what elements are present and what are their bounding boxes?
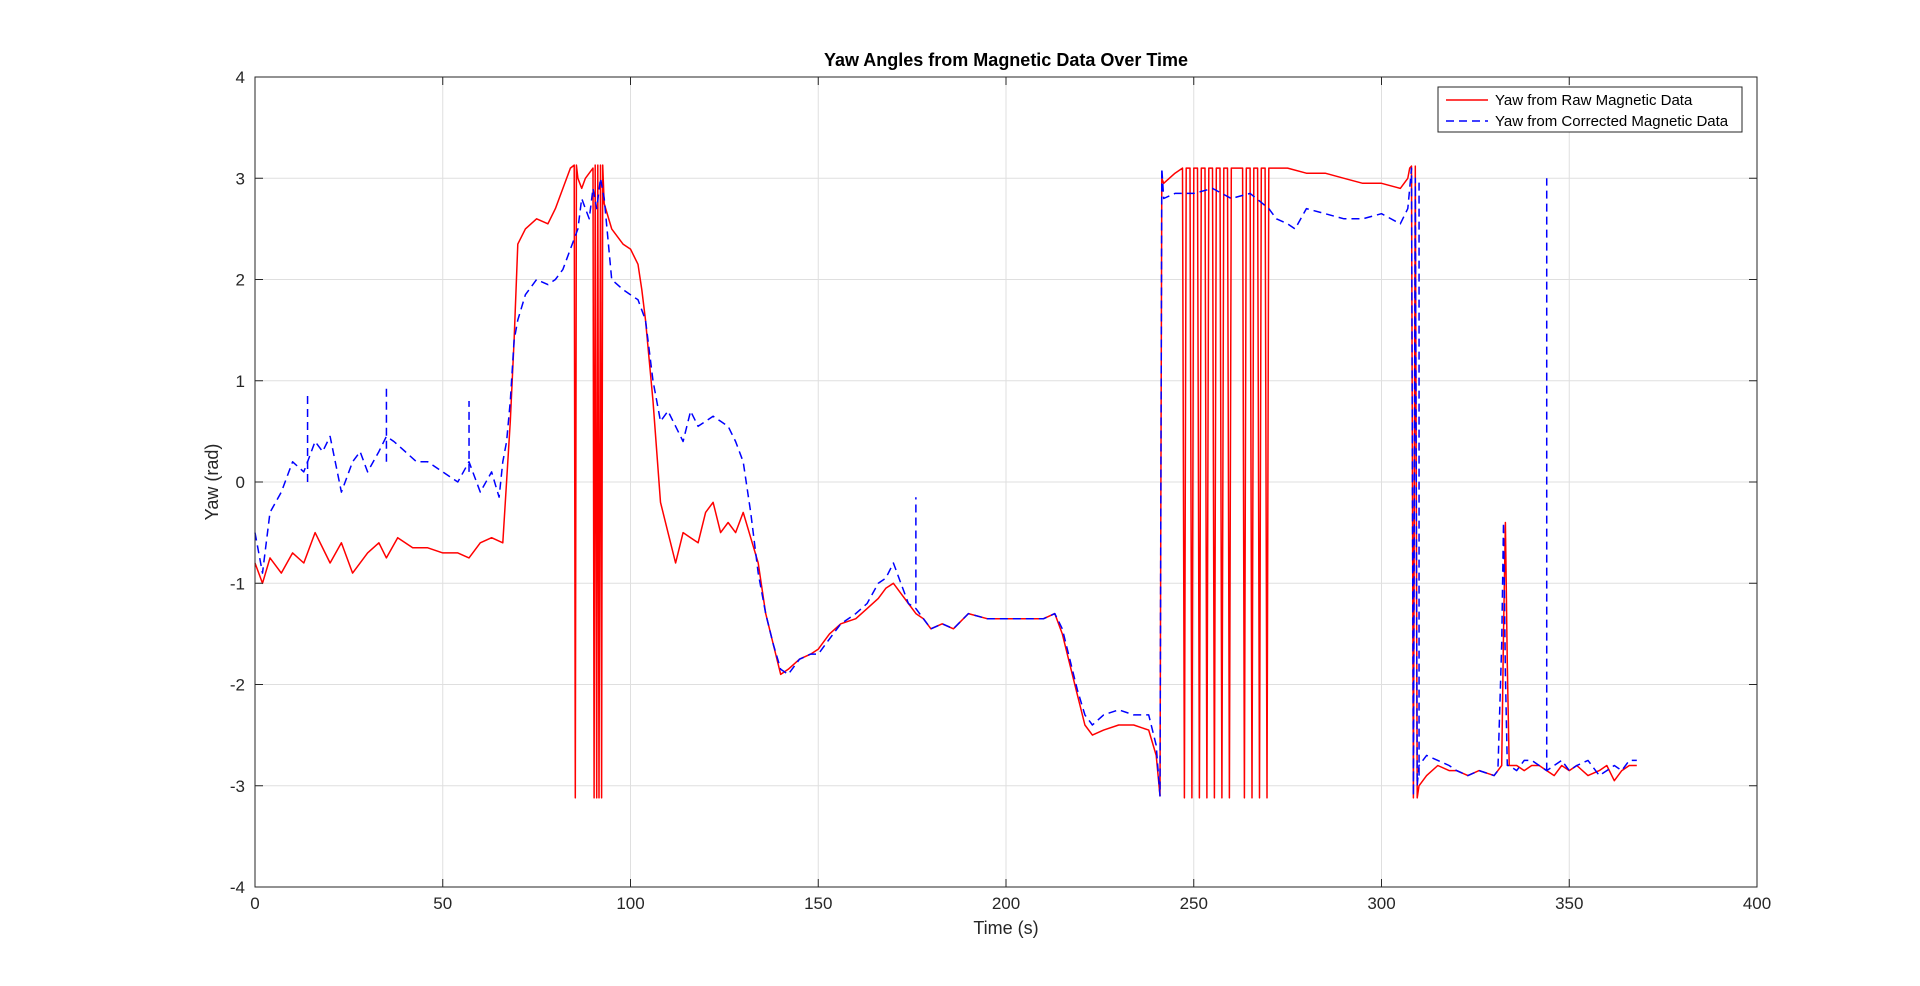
x-tick-label: 100 bbox=[616, 894, 644, 913]
series-corrected-magnetic-line bbox=[254, 167, 1637, 797]
x-tick-label: 300 bbox=[1367, 894, 1395, 913]
x-tick-label: 400 bbox=[1743, 894, 1771, 913]
y-tick-label: 1 bbox=[236, 372, 245, 391]
plot-area: 0 50 100 150 200 250 300 350 400 -4 -3 -2 -1 0 1 2 3 4 bbox=[230, 68, 1771, 913]
x-tick-label: 50 bbox=[433, 894, 452, 913]
legend-label-raw: Yaw from Raw Magnetic Data bbox=[1495, 92, 1693, 109]
y-tick-label: -4 bbox=[230, 878, 245, 897]
y-tick-label: -3 bbox=[230, 777, 245, 796]
x-tick-label: 250 bbox=[1180, 894, 1208, 913]
legend-box bbox=[1437, 86, 1743, 133]
y-tick-label: -2 bbox=[230, 676, 245, 695]
series-layer bbox=[254, 164, 1637, 799]
y-tick-label: 3 bbox=[236, 169, 245, 188]
ticks: 0 50 100 150 200 250 300 350 400 -4 -3 -2 -1 0 1 2 3 4 bbox=[230, 68, 1771, 913]
x-tick-label: 350 bbox=[1555, 894, 1583, 913]
y-tick-label: 2 bbox=[236, 271, 245, 290]
legend: Yaw from Raw Magnetic Data Yaw from Corr… bbox=[1437, 86, 1743, 133]
chart-title: Yaw Angles from Magnetic Data Over Time bbox=[824, 50, 1188, 70]
y-tick-label: 0 bbox=[236, 473, 245, 492]
y-axis-label: Yaw (rad) bbox=[202, 444, 222, 521]
legend-label-corrected: Yaw from Corrected Magnetic Data bbox=[1495, 113, 1729, 130]
x-axis-label: Time (s) bbox=[973, 918, 1038, 938]
x-tick-label: 200 bbox=[992, 894, 1020, 913]
y-tick-label: -1 bbox=[230, 574, 245, 593]
x-tick-label: 0 bbox=[250, 894, 259, 913]
x-tick-label: 150 bbox=[804, 894, 832, 913]
y-tick-label: 4 bbox=[236, 68, 245, 87]
